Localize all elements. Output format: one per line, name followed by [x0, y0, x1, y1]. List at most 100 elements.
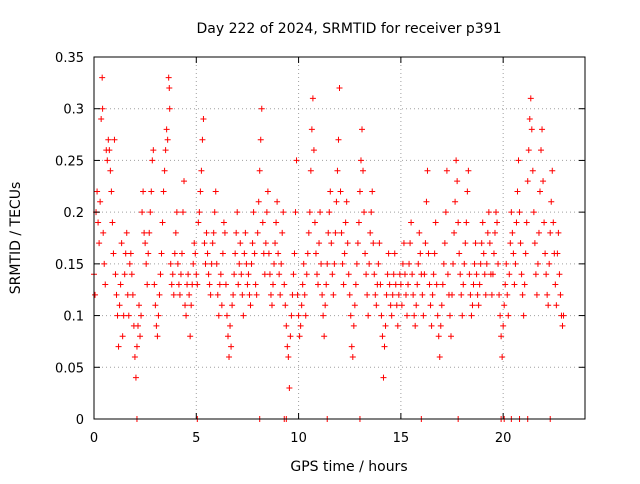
data-point [105, 137, 111, 143]
data-point [430, 292, 436, 298]
data-point [157, 271, 163, 277]
data-point [348, 313, 354, 319]
data-point [212, 209, 218, 215]
data-point [320, 313, 326, 319]
chart-canvas: Day 222 of 2024, SRMTID for receiver p39… [0, 0, 640, 480]
data-point [325, 230, 331, 236]
data-point [405, 282, 411, 288]
data-point [208, 292, 214, 298]
data-point [417, 251, 423, 257]
data-point [142, 240, 148, 246]
data-point [97, 199, 103, 205]
data-point [250, 240, 256, 246]
data-point [176, 282, 182, 288]
data-point [318, 261, 324, 267]
data-point [395, 323, 401, 329]
data-point [287, 333, 293, 339]
data-point [423, 199, 429, 205]
x-tick-labels: 05101520 [90, 431, 512, 446]
data-point [375, 261, 381, 267]
data-point [257, 168, 263, 174]
data-point [130, 292, 136, 298]
data-point [180, 209, 186, 215]
data-point [524, 219, 530, 225]
data-point [483, 292, 489, 298]
data-point [328, 240, 334, 246]
data-point [148, 188, 154, 194]
data-point [359, 126, 365, 132]
data-point [388, 302, 394, 308]
data-point [357, 188, 363, 194]
data-point [268, 292, 274, 298]
data-point [126, 313, 132, 319]
data-point [378, 313, 384, 319]
data-point [494, 219, 500, 225]
data-point [144, 282, 150, 288]
data-point [272, 240, 278, 246]
data-point [246, 292, 252, 298]
data-point [169, 282, 175, 288]
data-point [235, 282, 241, 288]
data-point [353, 282, 359, 288]
data-point [274, 199, 280, 205]
data-point [255, 230, 261, 236]
data-point [382, 344, 388, 350]
data-point [239, 292, 245, 298]
data-point [166, 75, 172, 81]
data-point [402, 271, 408, 277]
data-point [520, 292, 526, 298]
data-point [231, 271, 237, 277]
axis-ticks [94, 57, 585, 419]
data-point [109, 219, 115, 225]
data-point [307, 209, 313, 215]
data-point [118, 282, 124, 288]
data-point [415, 261, 421, 267]
data-point [265, 188, 271, 194]
data-point [454, 178, 460, 184]
data-point [469, 302, 475, 308]
data-point [226, 354, 232, 360]
data-point [159, 251, 165, 257]
data-point [195, 219, 201, 225]
data-point [227, 323, 233, 329]
data-point [512, 261, 518, 267]
data-point [295, 292, 301, 298]
data-point [440, 282, 446, 288]
chart: Day 222 of 2024, SRMTID for receiver p39… [0, 0, 640, 480]
data-point [433, 219, 439, 225]
data-point [145, 251, 151, 257]
data-point [487, 240, 493, 246]
data-point [404, 313, 410, 319]
data-point [271, 261, 277, 267]
data-point [543, 271, 549, 277]
data-point [389, 313, 395, 319]
data-point [107, 168, 113, 174]
y-axis-label: SRMTID / TECUs [8, 182, 24, 295]
data-point [237, 240, 243, 246]
data-point [510, 251, 516, 257]
x-axis-label: GPS time / hours [290, 459, 407, 475]
data-point [207, 282, 213, 288]
data-point [236, 261, 242, 267]
data-point [302, 292, 308, 298]
x-tick-label: 5 [192, 431, 200, 446]
data-point [552, 282, 558, 288]
data-point [219, 302, 225, 308]
data-point [139, 209, 145, 215]
data-point [373, 302, 379, 308]
data-point [187, 333, 193, 339]
data-point [521, 313, 527, 319]
data-point [319, 292, 325, 298]
data-point [523, 251, 529, 257]
data-point [339, 230, 345, 236]
data-point [280, 209, 286, 215]
data-point [138, 313, 144, 319]
data-point [288, 313, 294, 319]
data-point [528, 95, 534, 101]
data-point [243, 261, 249, 267]
data-point [424, 168, 430, 174]
data-point [493, 209, 499, 215]
data-point [190, 261, 196, 267]
data-point [245, 271, 251, 277]
data-point [516, 157, 522, 163]
